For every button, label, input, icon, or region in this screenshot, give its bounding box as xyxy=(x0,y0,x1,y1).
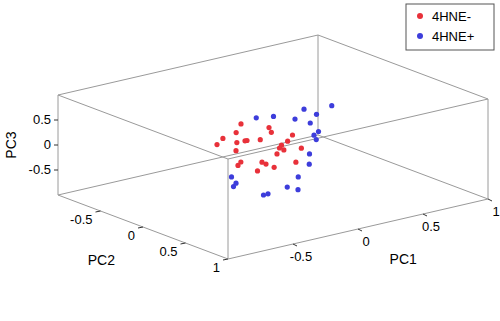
svg-text:0: 0 xyxy=(362,234,369,249)
svg-text:-0.5: -0.5 xyxy=(70,212,92,227)
svg-text:4HNE-: 4HNE- xyxy=(432,9,471,24)
svg-text:4HNE+: 4HNE+ xyxy=(432,29,474,44)
svg-text:0.5: 0.5 xyxy=(33,112,51,127)
svg-text:-0.5: -0.5 xyxy=(29,162,51,177)
svg-text:PC1: PC1 xyxy=(390,251,417,267)
svg-text:0.5: 0.5 xyxy=(159,244,177,259)
svg-text:1: 1 xyxy=(213,260,220,275)
svg-text:0.5: 0.5 xyxy=(422,219,440,234)
svg-text:0: 0 xyxy=(128,228,135,243)
svg-text:0: 0 xyxy=(44,137,51,152)
svg-text:-0.5: -0.5 xyxy=(290,249,312,264)
svg-text:PC2: PC2 xyxy=(88,252,115,268)
svg-text:PC3: PC3 xyxy=(8,131,19,158)
